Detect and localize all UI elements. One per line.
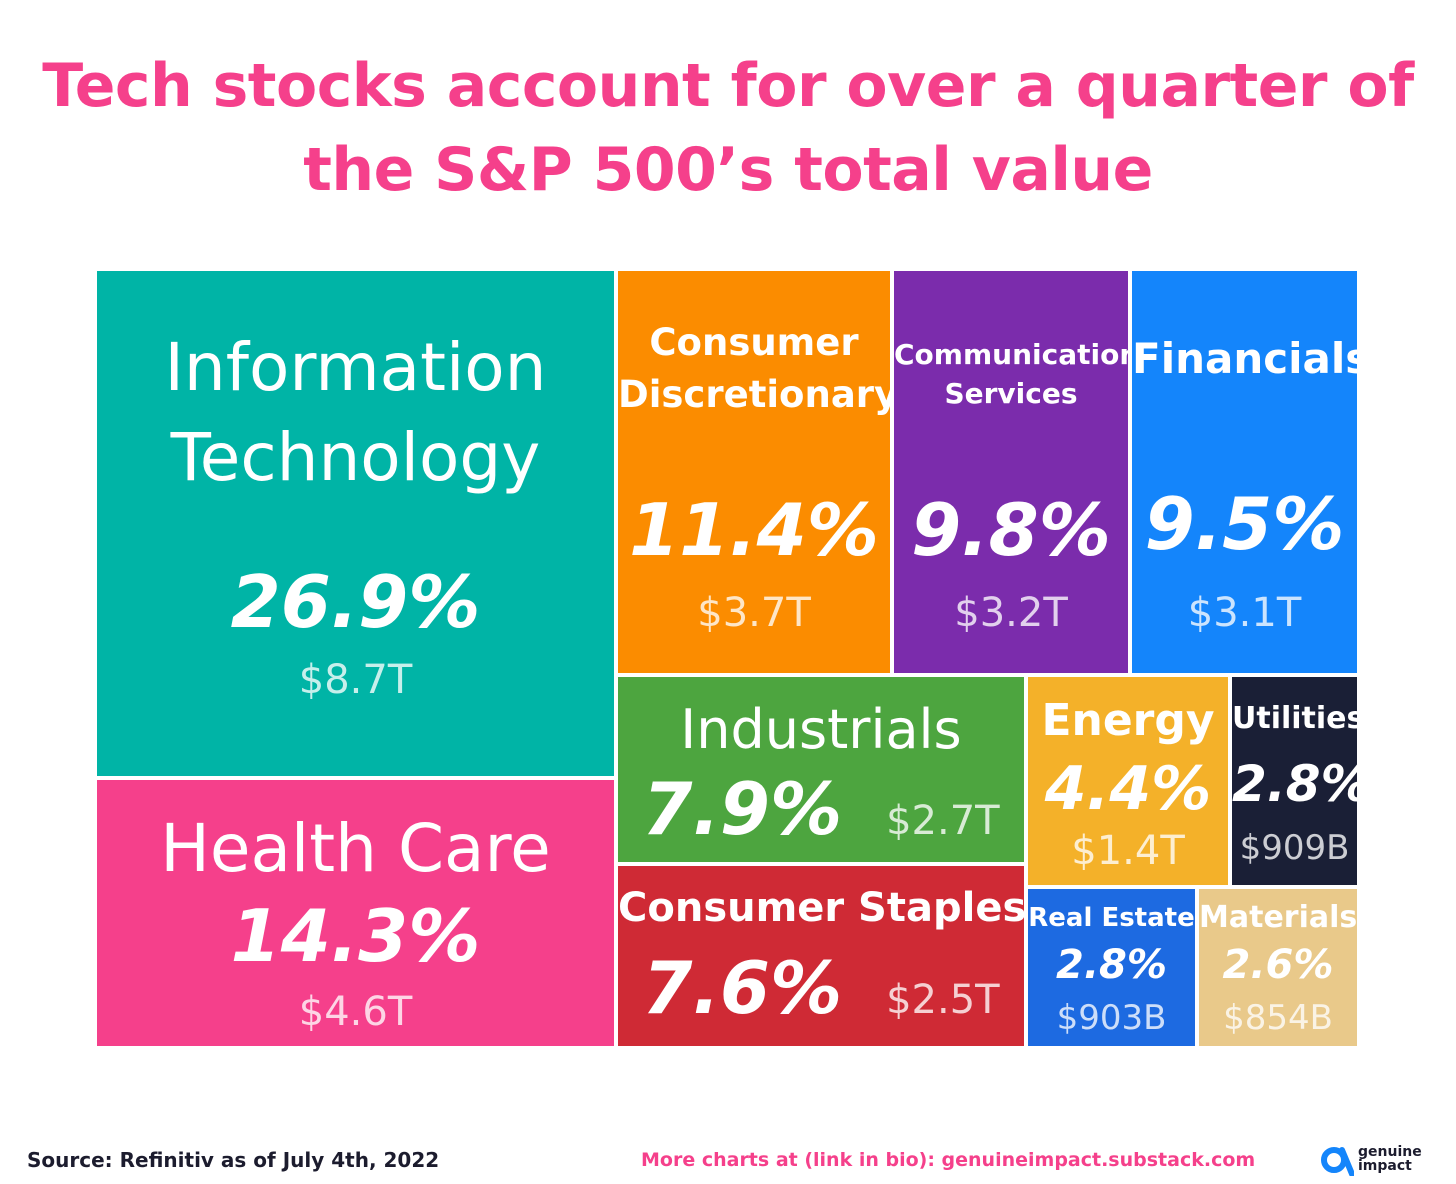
sector-value-utilities: $909B — [1239, 828, 1350, 868]
tile-industrials: Industrials 7.9% $2.7T — [616, 675, 1026, 864]
sector-percent-industrials: 7.9% — [642, 767, 843, 851]
chart-title: Tech stocks account for over a quarter o… — [0, 44, 1456, 212]
sector-percent-real-estate: 2.8% — [1056, 942, 1167, 988]
sector-name-health-care: Health Care — [160, 810, 551, 887]
sector-value-financials: $3.1T — [1187, 590, 1302, 636]
more-charts-link[interactable]: More charts at (link in bio): genuineimp… — [641, 1149, 1256, 1171]
sector-name-consumer-discretionary-1: Consumer — [649, 321, 859, 364]
sector-value-real-estate: $903B — [1056, 998, 1167, 1038]
sector-name-industrials: Industrials — [680, 698, 962, 761]
tile-communication-services: Communication Services 9.8% $3.2T — [892, 269, 1140, 675]
sector-values-industrials: 7.9% $2.7T — [618, 773, 1024, 845]
tile-utilities: Utilities 2.8% $909B — [1230, 675, 1371, 887]
sector-values-consumer-staples: 7.6% $2.5T — [618, 952, 1024, 1024]
tile-consumer-staples: Consumer Staples 7.6% $2.5T — [616, 864, 1026, 1048]
sector-name-materials: Materials — [1199, 900, 1358, 935]
sector-name-communication-services-2: Services — [944, 377, 1078, 410]
tile-energy: Energy 4.4% $1.4T — [1026, 675, 1230, 887]
tile-financials: Financials 9.5% $3.1T — [1130, 269, 1371, 675]
brand: genuine impact — [1320, 1142, 1440, 1178]
tile-information-technology: Information Technology 26.9% $8.7T — [95, 269, 616, 778]
sector-percent-materials: 2.6% — [1222, 942, 1334, 988]
tile-consumer-discretionary: Consumer Discretionary 11.4% $3.7T — [616, 269, 899, 675]
sector-value-health-care: $4.6T — [298, 989, 413, 1035]
sector-value-energy: $1.4T — [1071, 828, 1185, 874]
sector-name-consumer-discretionary-2: Discretionary — [618, 373, 899, 416]
sector-value-communication-services: $3.2T — [954, 590, 1068, 636]
sector-name-communication-services-1: Communication — [894, 338, 1140, 371]
sector-name-financials: Financials — [1132, 334, 1371, 383]
source-note: Source: Refinitiv as of July 4th, 2022 — [27, 1148, 440, 1172]
sector-value-materials: $854B — [1223, 998, 1333, 1038]
sector-name-consumer-staples: Consumer Staples — [618, 885, 1027, 931]
sector-percent-communication-services: 9.8% — [911, 488, 1111, 572]
sector-name-utilities: Utilities — [1232, 701, 1365, 736]
sector-percent-consumer-staples: 7.6% — [642, 946, 843, 1030]
brand-name: genuine impact — [1358, 1144, 1422, 1174]
sector-percent-utilities: 2.8% — [1232, 755, 1371, 813]
title-line-2: the S&P 500’s total value — [303, 135, 1153, 205]
sector-name-real-estate: Real Estate — [1028, 903, 1195, 933]
genuine-impact-logo-icon — [1321, 1147, 1354, 1176]
tile-materials: Materials 2.6% $854B — [1197, 887, 1359, 1048]
sector-name-information-technology-2: Technology — [170, 419, 541, 496]
sector-name-energy: Energy — [1041, 695, 1215, 746]
sector-value-information-technology: $8.7T — [298, 657, 413, 703]
sector-value-consumer-discretionary: $3.7T — [697, 590, 811, 636]
sector-percent-consumer-discretionary: 11.4% — [629, 488, 879, 572]
sector-name-information-technology-1: Information — [164, 329, 547, 406]
sector-percent-information-technology: 26.9% — [230, 560, 481, 644]
sector-value-consumer-staples: $2.5T — [886, 977, 1000, 1023]
sector-value-industrials: $2.7T — [886, 798, 1000, 844]
tile-health-care: Health Care 14.3% $4.6T — [95, 778, 616, 1048]
sector-percent-financials: 9.5% — [1144, 482, 1345, 566]
tile-real-estate: Real Estate 2.8% $903B — [1026, 887, 1197, 1048]
title-line-1: Tech stocks account for over a quarter o… — [42, 51, 1414, 121]
sector-percent-energy: 4.4% — [1044, 754, 1212, 824]
sector-percent-health-care: 14.3% — [230, 894, 481, 978]
